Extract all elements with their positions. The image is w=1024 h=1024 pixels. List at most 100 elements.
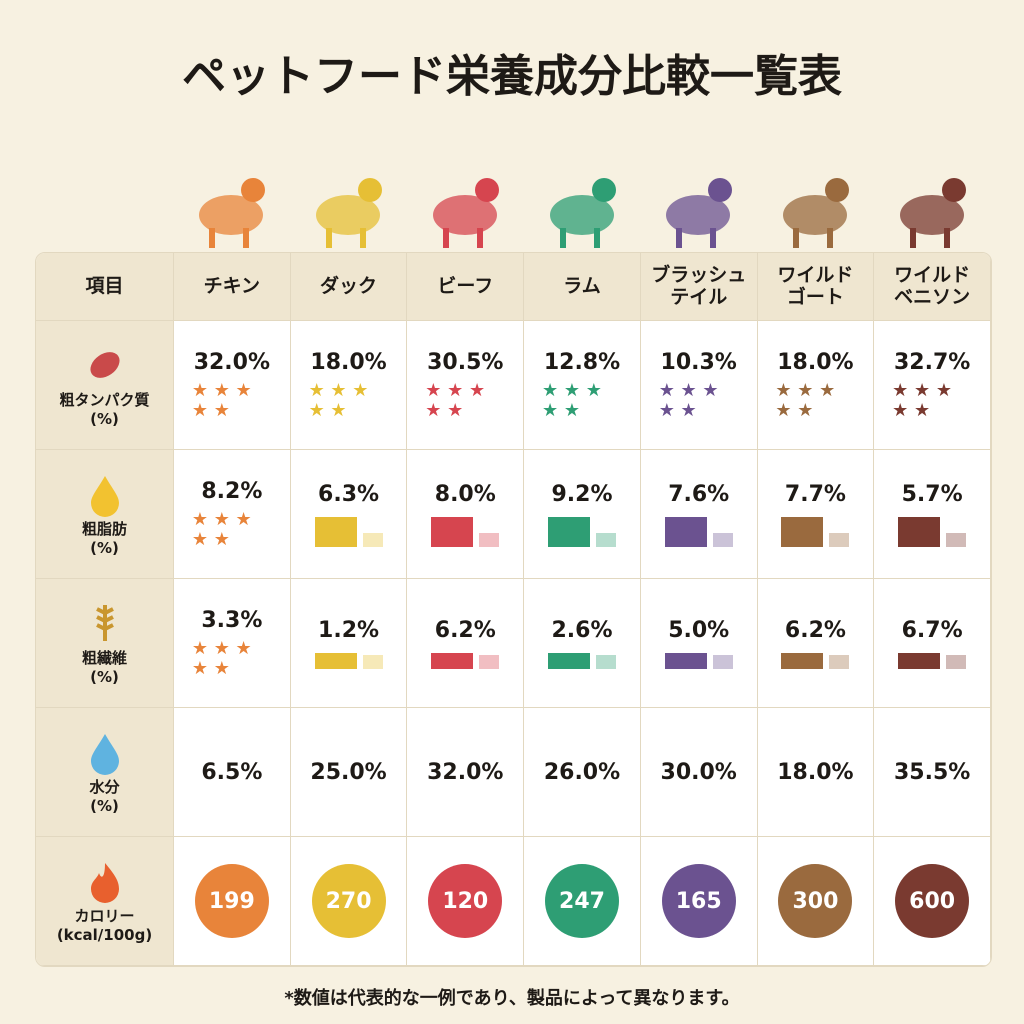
value-cell: 35.5% bbox=[874, 708, 991, 837]
value-cell: 3.3% ★ ★ ★ ★ ★ bbox=[174, 579, 291, 708]
value: 3.3% bbox=[201, 607, 263, 633]
value: 25.0% bbox=[310, 759, 387, 785]
value: 5.0% bbox=[668, 617, 730, 643]
value-cell: 9.2% bbox=[524, 450, 641, 579]
value-cell: 6.7% bbox=[874, 579, 991, 708]
animal-shape bbox=[432, 178, 499, 248]
rating-stars: ★ ★ ★ ★ ★ bbox=[658, 379, 719, 421]
value-cell: 247 bbox=[524, 837, 641, 966]
row-icon bbox=[95, 604, 114, 641]
bar bbox=[362, 654, 383, 669]
value: 30.5% bbox=[427, 349, 504, 375]
row-header: 粗脂肪 (%) bbox=[36, 450, 174, 579]
value: 5.7% bbox=[901, 481, 963, 507]
value: 18.0% bbox=[777, 759, 854, 785]
bar bbox=[829, 532, 850, 547]
animal-icon bbox=[425, 160, 505, 250]
value-cell: 18.0% ★ ★ ★ ★ ★ bbox=[757, 321, 875, 450]
level-bars bbox=[314, 652, 383, 669]
bar bbox=[547, 516, 590, 547]
bar bbox=[712, 532, 733, 547]
value: 35.5% bbox=[893, 759, 971, 785]
bar bbox=[898, 516, 941, 547]
bar bbox=[781, 652, 824, 669]
bar bbox=[314, 516, 357, 547]
calorie-badge: 300 bbox=[778, 864, 853, 938]
row-header: カロリー (kcal/100g) bbox=[36, 837, 174, 966]
bar bbox=[431, 516, 474, 547]
bar bbox=[898, 652, 941, 669]
bar bbox=[664, 652, 707, 669]
rating-stars: ★ ★ ★ ★ ★ bbox=[541, 379, 602, 421]
rating-stars: ★ ★ ★ ★ ★ bbox=[425, 379, 486, 421]
value: 1.2% bbox=[318, 617, 380, 643]
bar bbox=[431, 652, 474, 669]
value: 30.0% bbox=[660, 759, 737, 785]
table: 項目 チキン ダック ビーフ ラム ブラッシュ テイル ワイルド ゴート ワイルド ベニソン粗… bbox=[35, 252, 992, 967]
value: 26.0% bbox=[543, 759, 621, 785]
rating-stars: ★ ★ ★ ★ ★ bbox=[191, 508, 252, 550]
calorie-badge: 165 bbox=[661, 864, 736, 938]
rating-stars: ★ ★ ★ ★ ★ bbox=[308, 379, 369, 421]
bar bbox=[362, 532, 383, 547]
bar bbox=[595, 532, 616, 547]
rating-stars: ★ ★ ★ ★ ★ bbox=[191, 637, 252, 679]
column-header: ブラッシュ テイル bbox=[640, 253, 758, 321]
value-cell: 18.0% ★ ★ ★ ★ ★ bbox=[290, 321, 408, 450]
bar bbox=[595, 654, 616, 669]
level-bars bbox=[547, 516, 616, 547]
value-cell: 300 bbox=[757, 837, 875, 966]
rating-stars: ★ ★ ★ ★ ★ bbox=[892, 379, 952, 421]
animal-shape bbox=[782, 178, 849, 248]
row-unit: (%) bbox=[90, 409, 119, 428]
value: 10.3% bbox=[660, 349, 737, 375]
value: 8.0% bbox=[434, 481, 496, 507]
row-icon bbox=[89, 351, 120, 378]
value-cell: 26.0% bbox=[524, 708, 641, 837]
level-bars bbox=[898, 516, 967, 547]
level-bars bbox=[898, 652, 967, 669]
row-unit: (%) bbox=[90, 796, 119, 815]
bar bbox=[781, 516, 824, 547]
bar bbox=[946, 654, 967, 669]
value-cell: 25.0% bbox=[290, 708, 408, 837]
calorie-badge: 120 bbox=[428, 864, 503, 938]
level-bars bbox=[547, 652, 616, 669]
value-cell: 7.7% bbox=[757, 450, 875, 579]
value: 8.2% bbox=[201, 478, 263, 504]
row-unit: (%) bbox=[90, 538, 119, 557]
bar bbox=[946, 532, 967, 547]
value: 6.3% bbox=[318, 481, 380, 507]
value-cell: 5.7% bbox=[874, 450, 991, 579]
animal-icon bbox=[542, 160, 622, 250]
value-cell: 199 bbox=[174, 837, 291, 966]
value-cell: 2.6% bbox=[524, 579, 641, 708]
level-bars bbox=[664, 516, 733, 547]
animal-icon bbox=[775, 160, 855, 250]
row-header: 水分 (%) bbox=[36, 708, 174, 837]
value-cell: 30.5% ★ ★ ★ ★ ★ bbox=[407, 321, 525, 450]
column-header: ダック bbox=[290, 253, 408, 321]
value-cell: 600 bbox=[874, 837, 991, 966]
animal-icon bbox=[308, 160, 388, 250]
row-unit: (%) bbox=[90, 667, 119, 686]
level-bars bbox=[431, 652, 500, 669]
bar bbox=[547, 652, 590, 669]
row-label: 粗脂肪 bbox=[81, 519, 127, 538]
row-icon bbox=[90, 733, 119, 775]
row-unit: (kcal/100g) bbox=[56, 925, 153, 944]
column-header: 項目 bbox=[36, 253, 174, 321]
animal-icon bbox=[892, 160, 972, 250]
value: 6.2% bbox=[784, 617, 846, 643]
value-cell: 8.2% ★ ★ ★ ★ ★ bbox=[174, 450, 291, 579]
value-cell: 270 bbox=[290, 837, 408, 966]
bar bbox=[479, 654, 500, 669]
value-cell: 8.0% bbox=[407, 450, 525, 579]
animal-shape bbox=[199, 178, 266, 248]
value: 18.0% bbox=[777, 349, 854, 375]
footnote: *数値は代表的な一例であり、製品によって異なります。 bbox=[284, 988, 740, 1009]
bar bbox=[712, 654, 733, 669]
title: ペットフード栄養成分比較一覧表 bbox=[182, 51, 842, 102]
bar bbox=[829, 654, 850, 669]
value-cell: 6.2% bbox=[407, 579, 525, 708]
